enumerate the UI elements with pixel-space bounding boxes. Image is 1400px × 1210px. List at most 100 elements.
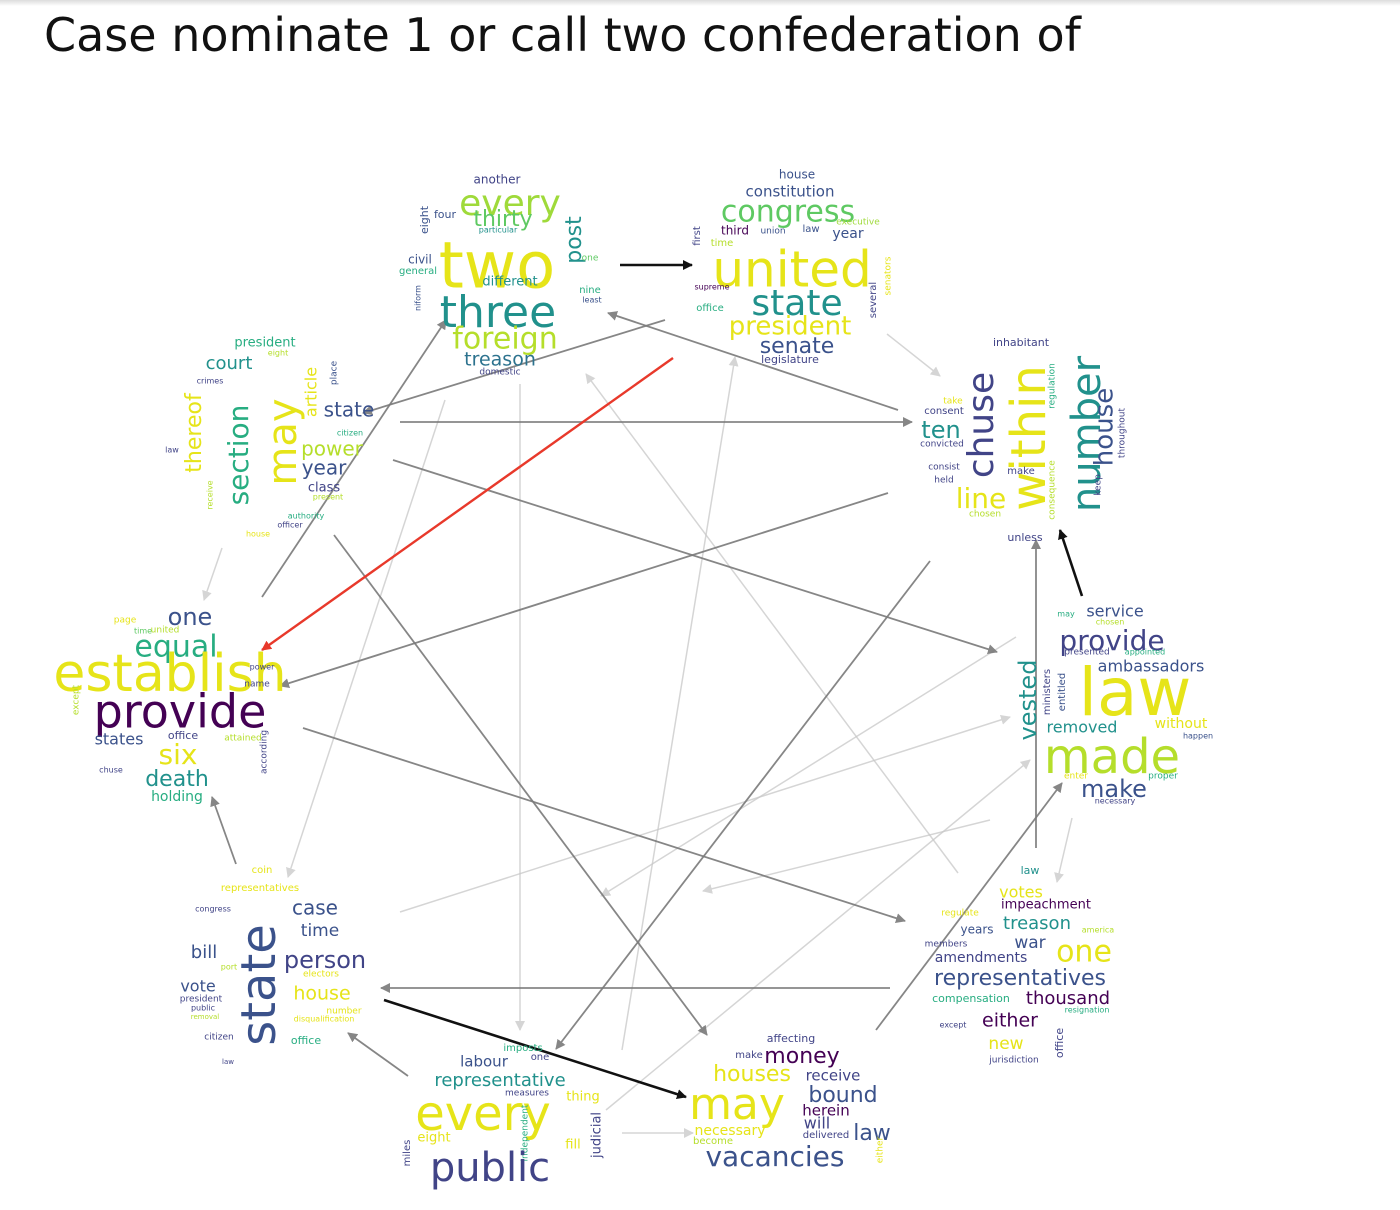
cloud-word: chosen: [969, 510, 1001, 520]
cloud-word: present: [313, 493, 343, 502]
cloud-word: may: [689, 1079, 785, 1130]
cloud-word: removed: [1047, 718, 1118, 737]
cloud-word: necessary: [1095, 797, 1136, 806]
edge-i-to-e: [302, 727, 906, 924]
cloud-word: appointed: [1125, 648, 1165, 657]
cloud-word: provide: [94, 685, 267, 739]
cloud-word: votes: [999, 883, 1043, 902]
cloud-word: receive: [206, 480, 215, 509]
cloud-word: america: [1082, 926, 1115, 935]
edge-j-to-f: [333, 534, 708, 1036]
cloud-word: judicial: [590, 1112, 605, 1159]
cloud-word: affecting: [767, 1032, 815, 1045]
cloud-word: supreme: [694, 283, 729, 292]
cloud-word: happen: [1183, 732, 1213, 741]
cloud-word: service: [1086, 602, 1143, 621]
cloud-word: post: [562, 216, 587, 264]
cloud-word: office: [291, 1034, 321, 1047]
word-cloud-h: coin representatives case congress time bill s…: [180, 865, 366, 1066]
cloud-word: senators: [884, 256, 894, 295]
cloud-word: chosen: [1096, 618, 1125, 627]
cloud-word: independent: [521, 1104, 531, 1161]
cloud-word: chuse: [99, 766, 123, 775]
cloud-word: person: [284, 946, 366, 974]
cloud-word: removal: [191, 1013, 220, 1021]
cloud-word: houses: [713, 1062, 791, 1087]
edge-d-to-c: [1058, 529, 1084, 597]
edge-g-to-h: [347, 1032, 409, 1077]
cloud-word: place: [330, 360, 340, 385]
cloud-word: year: [302, 456, 347, 480]
cloud-word: consist: [928, 463, 960, 473]
cloud-word: electors: [303, 970, 339, 980]
cloud-word: state: [324, 398, 375, 422]
cloud-word: jurisdiction: [988, 1056, 1039, 1066]
cloud-word: delivered: [803, 1130, 850, 1141]
cloud-word: make: [1007, 466, 1034, 477]
cloud-word: office: [1053, 1028, 1066, 1058]
edge-a-to-h: [286, 399, 446, 878]
cloud-word: congress: [195, 905, 231, 914]
window-top-edge: [0, 0, 1400, 6]
cloud-word: every: [459, 183, 561, 224]
edge-d-to-e: [1054, 817, 1073, 883]
cloud-word: one: [531, 1052, 550, 1063]
cloud-word: law: [165, 446, 179, 455]
cloud-word: article: [302, 367, 321, 417]
cloud-word: another: [474, 173, 521, 187]
cloud-word: thing: [566, 1090, 599, 1105]
cloud-word: state: [231, 924, 287, 1046]
cloud-word: inhabitant: [993, 336, 1050, 349]
cloud-word: civil: [408, 253, 432, 267]
cloud-word: resignation: [1065, 1006, 1110, 1015]
cloud-word: citizen: [204, 1033, 233, 1043]
edge-g-to-d: [605, 759, 1031, 1111]
cloud-word: treason: [1003, 913, 1071, 934]
cloud-word: port: [221, 963, 237, 972]
cloud-word: domestic: [479, 368, 520, 378]
cloud-word: keep: [1094, 474, 1104, 496]
figure-title: Case nominate 1 or call two confederatio…: [44, 8, 1081, 62]
cloud-word: money: [764, 1044, 839, 1069]
cloud-word: labour: [460, 1053, 509, 1071]
cloud-word: office: [696, 303, 723, 314]
cloud-word: law: [802, 224, 819, 235]
cloud-word: held: [934, 476, 953, 486]
cloud-word: president: [234, 336, 295, 351]
cloud-word: legislature: [761, 353, 819, 366]
cloud-word: power: [250, 663, 275, 672]
cloud-word: except: [940, 1021, 967, 1030]
cloud-word: six: [159, 738, 198, 771]
cloud-word: imposts: [503, 1043, 542, 1054]
cloud-word: fill: [565, 1138, 580, 1153]
cloud-word: class: [308, 481, 340, 496]
cloud-word: may: [260, 398, 306, 485]
cloud-word: amendments: [935, 950, 1028, 966]
cloud-word: either: [876, 1136, 886, 1163]
cloud-word: will: [804, 1114, 830, 1133]
cloud-word: united: [151, 626, 180, 636]
edge-j-to-d: [392, 459, 998, 655]
cloud-word: war: [1014, 933, 1045, 953]
cloud-word: foreign: [452, 322, 557, 357]
edge-b-to-c: [886, 333, 941, 377]
cloud-word: eight: [417, 1131, 450, 1146]
cloud-word: make: [1081, 775, 1147, 803]
cloud-word: equal: [134, 630, 217, 665]
cloud-word: thirty: [473, 207, 532, 232]
edge-c-to-i: [279, 492, 889, 689]
cloud-word: power: [301, 437, 364, 461]
cloud-word: senate: [760, 334, 835, 359]
cloud-word: every: [415, 1086, 551, 1142]
cloud-word: particular: [479, 226, 518, 235]
edge-c-to-a: [607, 311, 899, 411]
cloud-word: consent: [924, 406, 964, 417]
cloud-word: two: [439, 230, 556, 304]
